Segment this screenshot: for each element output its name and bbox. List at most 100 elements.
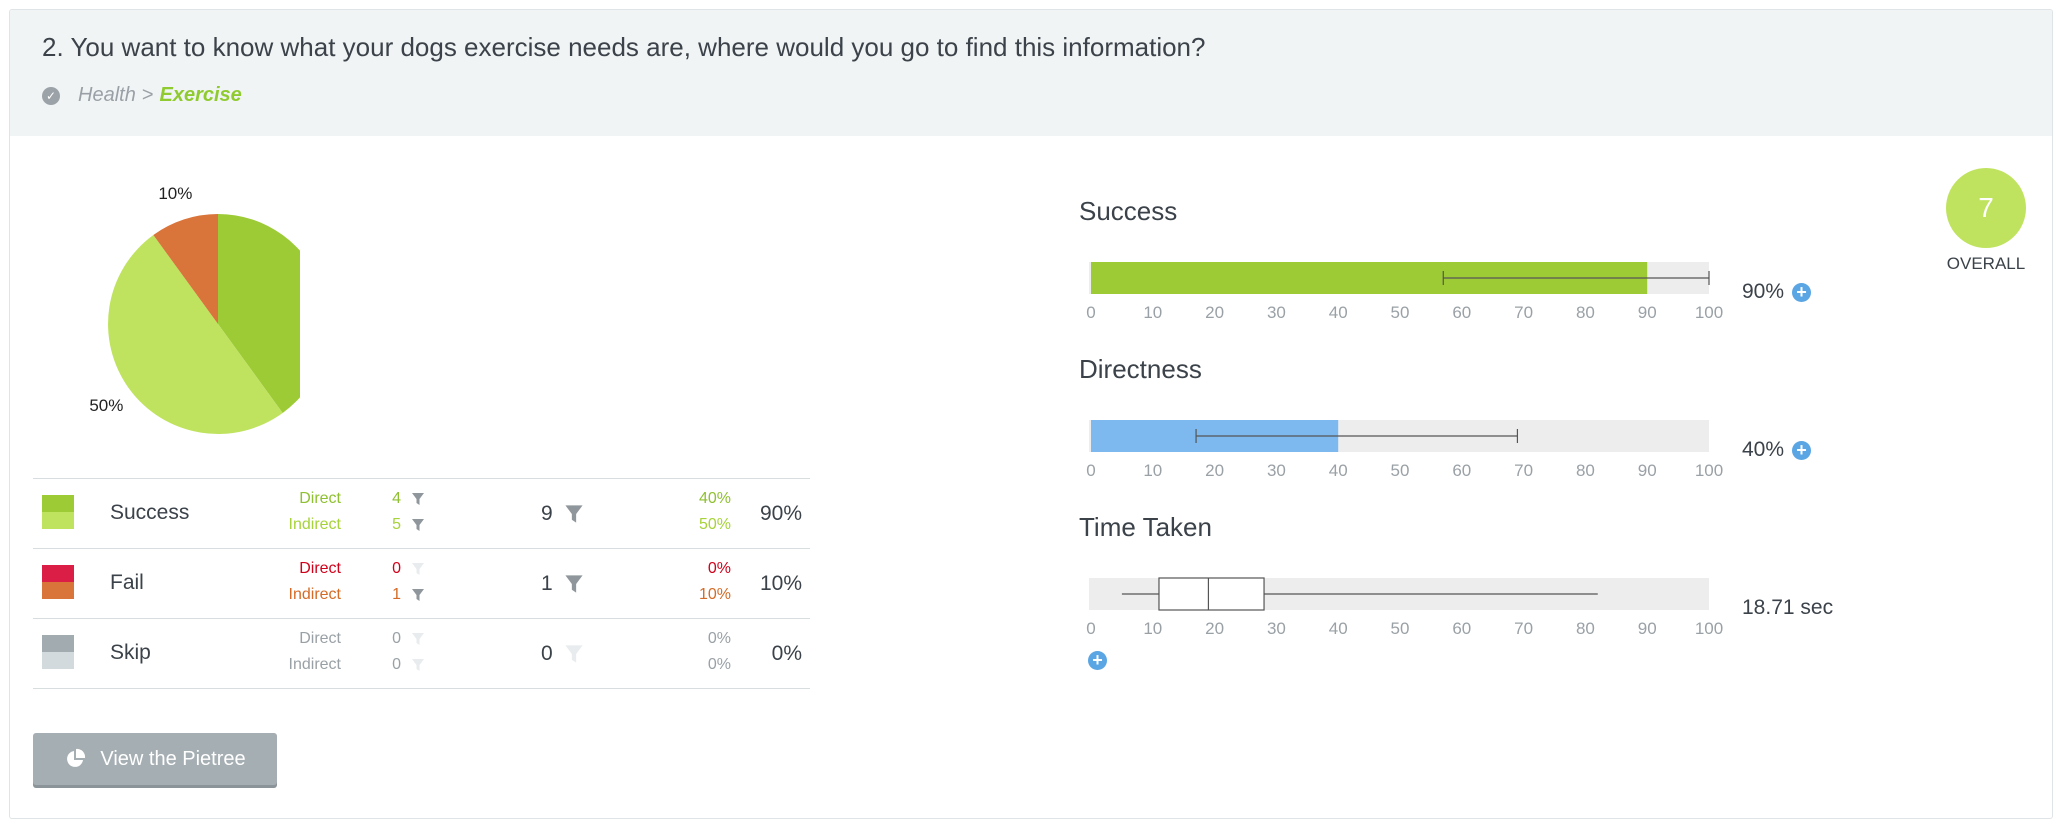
axis-tick-label: 60 <box>1452 303 1471 322</box>
pie-chart-icon <box>67 748 86 767</box>
axis-tick-label: 40 <box>1329 303 1348 322</box>
pie-slice-label: 10% <box>158 184 192 203</box>
axis-tick-label: 90 <box>1638 461 1657 480</box>
directness-metric-title: Directness <box>1079 354 1202 384</box>
axis-tick-label: 90 <box>1638 303 1657 322</box>
indirect-count: 0 <box>392 656 401 673</box>
results-pie-chart: 40%50%10% <box>89 184 300 434</box>
axis-tick-label: 60 <box>1452 619 1471 638</box>
direct-label: Direct <box>299 630 341 647</box>
axis-tick-label: 20 <box>1205 303 1224 322</box>
plus-circle-icon[interactable]: + <box>1792 282 1812 302</box>
time-taken-value: 18.71 sec <box>1742 596 1834 619</box>
direct-count: 0 <box>392 630 401 647</box>
filter-icon <box>565 645 583 663</box>
success-value-text: 90% <box>1742 280 1785 303</box>
overall-score-badge: 7 <box>1946 168 2026 248</box>
pie-slice <box>218 214 300 413</box>
result-row-fail: Fail Direct Indirect 0 1 1 0% 10% 10% <box>33 548 810 618</box>
results-table: Success Direct Indirect 4 5 9 40% 50% 90… <box>33 478 810 689</box>
direct-percent: 0% <box>707 630 731 647</box>
axis-tick-label: 100 <box>1695 303 1723 322</box>
filter-icon <box>412 563 424 575</box>
filter-icon <box>412 633 424 645</box>
axis-tick-label: 70 <box>1514 619 1533 638</box>
view-pietree-button[interactable]: View the Pietree <box>33 733 277 785</box>
axis-tick-label: 30 <box>1267 461 1286 480</box>
skip-color-swatch <box>42 635 74 669</box>
filter-icon[interactable] <box>411 588 425 602</box>
axis-tick-label: 70 <box>1514 303 1533 322</box>
question-card: 2. You want to know what your dogs exerc… <box>9 9 2053 819</box>
success-bar-chart: 0 10 20 30 40 50 60 70 80 90 100 <box>1086 262 1723 322</box>
check-circle-icon: ✓ <box>42 86 60 105</box>
fail-color-swatch <box>42 565 74 599</box>
result-row-success: Success Direct Indirect 4 5 9 40% 50% 90… <box>33 478 810 548</box>
result-name: Fail <box>110 571 144 594</box>
axis-tick-label: 100 <box>1695 619 1723 638</box>
direct-label: Direct <box>299 490 341 507</box>
axis-tick-label: 10 <box>1143 461 1162 480</box>
filter-icon <box>412 659 424 671</box>
axis-tick-label: 30 <box>1267 619 1286 638</box>
direct-percent: 0% <box>707 560 731 577</box>
filter-icon[interactable] <box>564 574 584 594</box>
axis-tick-label: 50 <box>1391 461 1410 480</box>
indirect-percent: 0% <box>707 656 731 673</box>
filter-icon[interactable] <box>411 518 425 532</box>
filter-icon[interactable] <box>564 504 584 524</box>
success-color-swatch <box>42 495 74 529</box>
indirect-count: 1 <box>392 586 401 603</box>
success-metric-title: Success <box>1079 196 1178 226</box>
axis-tick-label: 80 <box>1576 619 1595 638</box>
chevron-right-icon: > <box>141 84 154 106</box>
direct-count: 4 <box>392 490 401 507</box>
direct-percent: 40% <box>698 490 731 507</box>
indirect-count: 5 <box>392 516 401 533</box>
axis-tick-label: 60 <box>1452 461 1471 480</box>
axis-tick-label: 100 <box>1695 461 1723 480</box>
breadcrumb: ✓ Health > Exercise <box>42 84 242 107</box>
pie-slice <box>153 214 218 324</box>
axis-tick-label: 90 <box>1638 619 1657 638</box>
axis-tick-label: 0 <box>1086 303 1095 322</box>
axis-tick-label: 20 <box>1205 461 1224 480</box>
total-count: 9 <box>541 502 553 525</box>
indirect-label: Indirect <box>288 586 341 603</box>
directness-value-text: 40% <box>1742 438 1785 461</box>
breadcrumb-current[interactable]: Exercise <box>159 84 242 106</box>
box-iqr <box>1158 577 1265 611</box>
total-count: 1 <box>541 572 553 595</box>
directness-value: 40% + <box>1742 438 1812 462</box>
axis-tick-label: 80 <box>1576 303 1595 322</box>
axis-tick-label: 30 <box>1267 303 1286 322</box>
breadcrumb-parent[interactable]: Health <box>78 84 136 106</box>
axis-tick-label: 20 <box>1205 619 1224 638</box>
result-name: Skip <box>110 641 151 664</box>
indirect-label: Indirect <box>288 516 341 533</box>
axis-tick-label: 80 <box>1576 461 1595 480</box>
directness-bar-chart: 0 10 20 30 40 50 60 70 80 90 100 <box>1086 420 1723 480</box>
time-taken-metric-title: Time Taken <box>1079 512 1212 542</box>
axis-tick-label: 10 <box>1143 619 1162 638</box>
plus-circle-icon[interactable]: + <box>1792 440 1812 460</box>
axis-tick-label: 50 <box>1391 619 1410 638</box>
time-taken-box-plot: 0 10 20 30 40 50 60 70 80 90 100 <box>1086 577 1723 638</box>
indirect-percent: 50% <box>698 516 731 533</box>
axis-tick-label: 70 <box>1514 461 1533 480</box>
filter-icon[interactable] <box>411 492 425 506</box>
success-value: 90% + <box>1742 280 1812 304</box>
pie-slice-label: 50% <box>89 396 123 415</box>
axis-tick-label: 10 <box>1143 303 1162 322</box>
direct-label: Direct <box>299 560 341 577</box>
axis-tick-label: 50 <box>1391 303 1410 322</box>
question-title: 2. You want to know what your dogs exerc… <box>42 32 1206 62</box>
view-pietree-label: View the Pietree <box>100 747 246 770</box>
axis-tick-label: 0 <box>1086 461 1095 480</box>
plus-circle-icon[interactable]: + <box>1088 651 1107 670</box>
indirect-label: Indirect <box>288 656 341 673</box>
result-row-skip: Skip Direct Indirect 0 0 0 0% 0% 0% <box>33 618 810 689</box>
total-percent: 90% <box>759 502 802 525</box>
total-percent: 0% <box>771 642 802 665</box>
axis-tick-label: 0 <box>1086 619 1095 638</box>
